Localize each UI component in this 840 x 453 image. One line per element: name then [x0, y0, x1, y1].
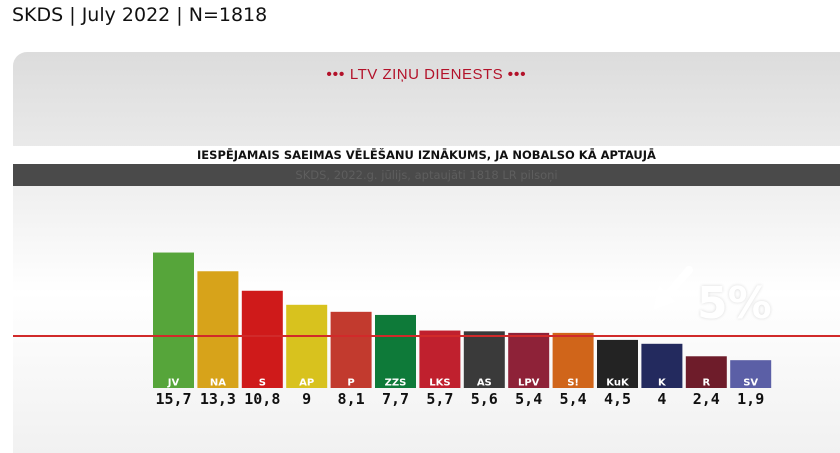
category-badge: [330, 375, 372, 388]
value-label: 2,4: [693, 390, 720, 408]
brand-dots-right: •••: [507, 66, 527, 83]
category-label: LPV: [518, 378, 540, 389]
category-badge: [552, 375, 594, 388]
category-label: KuK: [606, 378, 630, 389]
bars-layer: [153, 252, 772, 375]
arrow-down-left-icon: [653, 266, 693, 310]
category-badge: [286, 375, 328, 388]
bar-lks: [419, 330, 461, 375]
bar-p: [330, 311, 372, 375]
bar-kuk: [597, 339, 638, 375]
category-label: NA: [210, 378, 226, 389]
category-label: S: [259, 378, 266, 389]
value-label: 4: [657, 390, 666, 408]
value-label: 8,1: [338, 390, 365, 408]
category-badge: [641, 375, 683, 388]
category-badge: [197, 375, 239, 388]
value-label: 9: [302, 390, 311, 408]
bar-as: [463, 331, 505, 375]
bar-chart: JV15,7NA13,3S10,8AP9P8,1ZZS7,7LKS5,7AS5,…: [153, 252, 772, 408]
bar-zzs: [375, 314, 416, 375]
caption: SKDS | July 2022 | N=1818: [12, 4, 268, 26]
category-label: R: [702, 378, 710, 389]
category-badge: [597, 375, 638, 388]
bar-s: [241, 290, 283, 375]
broadcast-panel: ••• LTV ZIŅU DIENESTS ••• IESPĒJAMAIS SA…: [13, 52, 840, 453]
brand-dots-left: •••: [326, 66, 346, 83]
value-label: 1,9: [737, 390, 764, 408]
category-badge: [508, 375, 550, 388]
category-badge: [375, 375, 416, 388]
category-label: LKS: [429, 378, 450, 389]
value-label: 5,4: [560, 390, 587, 408]
threshold-label: 5%: [697, 278, 772, 329]
category-badge: [153, 375, 194, 388]
bar-ap: [286, 304, 328, 375]
category-badge: [241, 375, 283, 388]
bar-lpv: [508, 332, 550, 375]
threshold-line: [13, 335, 840, 337]
category-label: P: [347, 378, 354, 389]
category-label: JV: [167, 378, 180, 389]
value-label: 4,5: [604, 390, 631, 408]
category-label: AP: [299, 378, 314, 389]
brand-name: LTV ZIŅU DIENESTS: [349, 66, 504, 83]
value-label: 5,4: [515, 390, 542, 408]
value-label: 13,3: [200, 390, 236, 408]
bar-k: [641, 343, 683, 375]
value-label: 10,8: [244, 390, 280, 408]
category-label: SV: [743, 378, 758, 389]
category-label: S!: [567, 378, 579, 389]
category-badge: [730, 375, 772, 388]
category-label: AS: [477, 378, 492, 389]
bar-na: [197, 271, 239, 375]
brand-header: ••• LTV ZIŅU DIENESTS •••: [13, 66, 840, 83]
category-badge: [419, 375, 461, 388]
labels-layer: JV15,7NA13,3S10,8AP9P8,1ZZS7,7LKS5,7AS5,…: [153, 375, 772, 408]
category-badge: [685, 375, 727, 388]
value-label: 15,7: [155, 390, 191, 408]
category-label: ZZS: [385, 378, 407, 389]
bar-r: [685, 356, 727, 375]
chart-title: IESPĒJAMAIS SAEIMAS VĒLĒŠANU IZNĀKUMS, J…: [13, 146, 840, 164]
category-badge: [463, 375, 505, 388]
bar-jv: [153, 252, 194, 375]
bar-s: [552, 332, 594, 375]
category-label: K: [658, 378, 667, 389]
value-label: 5,6: [471, 390, 498, 408]
value-label: 7,7: [382, 390, 409, 408]
chart-subtitle: SKDS, 2022.g. jūlijs, aptaujāti 1818 LR …: [13, 164, 840, 186]
bar-sv: [730, 360, 772, 375]
value-label: 5,7: [426, 390, 453, 408]
